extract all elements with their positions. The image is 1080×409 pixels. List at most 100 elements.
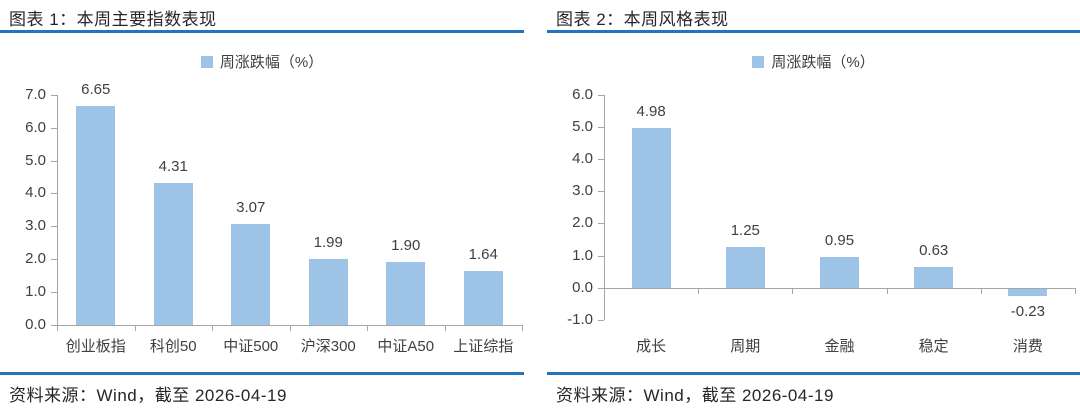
y-tick bbox=[51, 193, 57, 195]
y-tick-label: 2.0 bbox=[25, 250, 46, 267]
legend-swatch-icon bbox=[200, 55, 213, 68]
x-category-label: 稳定 bbox=[918, 338, 949, 355]
y-tick bbox=[51, 324, 57, 326]
figure-1-header: 图表 1：本周主要指数表现 bbox=[0, 0, 524, 33]
y-tick bbox=[598, 223, 604, 225]
y-tick bbox=[51, 127, 57, 129]
figure-1-panel: 图表 1：本周主要指数表现 周涨跌幅（%） 7.0 6.0 5.0 4.0 3.0 2.0… bbox=[0, 0, 524, 409]
x-tick bbox=[886, 287, 888, 294]
bar-value-label: 1.25 bbox=[730, 222, 760, 240]
bar bbox=[1008, 288, 1048, 296]
bar bbox=[820, 257, 859, 288]
y-tick-label: 0.0 bbox=[572, 278, 593, 296]
bar-value-label: 1.64 bbox=[468, 245, 498, 263]
bar-value-label: 6.65 bbox=[81, 81, 111, 99]
y-tick bbox=[598, 159, 604, 161]
y-tick-label: 0.0 bbox=[25, 315, 46, 333]
bar-value-label: 0.95 bbox=[824, 232, 855, 250]
y-tick-label: 6.0 bbox=[572, 86, 593, 103]
y-tick-label: 4.0 bbox=[25, 184, 46, 202]
y-tick bbox=[51, 226, 57, 228]
figure-2-header: 图表 2：本周风格表现 bbox=[547, 0, 1080, 33]
x-category-label: 成长 bbox=[636, 338, 667, 355]
bar bbox=[631, 127, 671, 288]
figure-2-source: 资料来源：Wind，截至 2026-04-19 bbox=[556, 386, 834, 405]
x-category-label: 科创50 bbox=[149, 338, 197, 355]
bar bbox=[386, 262, 426, 325]
y-tick bbox=[598, 287, 604, 289]
bar-value-label: 4.98 bbox=[636, 102, 666, 120]
x-tick bbox=[289, 324, 291, 331]
bar-value-label: 0.63 bbox=[919, 242, 949, 260]
x-tick bbox=[792, 287, 794, 294]
x-tick bbox=[134, 324, 136, 331]
figure-2-title: 图表 2：本周风格表现 bbox=[556, 10, 729, 29]
bar-value-label: 3.07 bbox=[236, 198, 266, 216]
y-tick-label: 3.0 bbox=[572, 182, 593, 200]
y-tick-label: 5.0 bbox=[572, 118, 593, 136]
x-tick bbox=[604, 287, 605, 294]
y-axis-line bbox=[604, 95, 605, 320]
figure-1-title: 图表 1：本周主要指数表现 bbox=[9, 10, 217, 29]
y-tick bbox=[598, 127, 604, 129]
y-tick bbox=[598, 191, 604, 193]
x-category-label: 周期 bbox=[730, 338, 761, 355]
x-tick bbox=[522, 324, 523, 331]
y-tick-label: 7.0 bbox=[25, 86, 46, 103]
x-tick bbox=[1075, 287, 1076, 294]
bar bbox=[153, 183, 193, 325]
x-category-label: 消费 bbox=[1012, 338, 1043, 355]
bar-value-label: 1.99 bbox=[313, 234, 343, 252]
y-tick-label: 2.0 bbox=[572, 214, 593, 232]
bar-value-label: 1.90 bbox=[391, 237, 421, 255]
figure-2-footer: 资料来源：Wind，截至 2026-04-19 bbox=[547, 372, 1080, 406]
y-tick-label: 1.0 bbox=[25, 282, 46, 300]
legend-swatch-icon bbox=[752, 55, 765, 68]
figure-1-footer: 资料来源：Wind，截至 2026-04-19 bbox=[0, 372, 524, 406]
x-category-label: 沪深300 bbox=[300, 338, 356, 355]
bar-value-label: -0.23 bbox=[1010, 302, 1045, 320]
x-category-label: 创业板指 bbox=[65, 338, 126, 355]
y-axis-line bbox=[57, 95, 58, 325]
y-tick bbox=[598, 255, 604, 257]
y-tick-label: 3.0 bbox=[25, 217, 46, 235]
bar-value-label: 4.31 bbox=[158, 158, 188, 176]
x-category-label: 上证综指 bbox=[453, 338, 514, 355]
y-tick-label: 1.0 bbox=[572, 246, 593, 264]
y-tick bbox=[51, 160, 57, 162]
y-tick bbox=[51, 259, 57, 260]
x-tick bbox=[212, 324, 213, 331]
x-category-label: 中证A50 bbox=[377, 338, 435, 355]
legend-label: 周涨跌幅（%） bbox=[771, 54, 875, 71]
bar bbox=[725, 247, 765, 288]
y-tick-label: 6.0 bbox=[25, 118, 46, 136]
x-axis-line bbox=[604, 287, 1075, 289]
y-tick bbox=[51, 95, 57, 96]
bar bbox=[231, 223, 271, 325]
legend-label: 周涨跌幅（%） bbox=[219, 54, 324, 71]
x-category-label: 金融 bbox=[824, 338, 855, 355]
x-tick bbox=[444, 324, 446, 331]
y-tick bbox=[598, 95, 604, 96]
bar-chart-style-performance: 周涨跌幅（%） 6.0 5.0 4.0 3.0 2.0 1.0 0.0 -1.0 4.98 成长 1… bbox=[547, 33, 1080, 365]
y-tick bbox=[598, 319, 604, 321]
y-tick-label: 4.0 bbox=[572, 150, 593, 168]
chart-1-legend: 周涨跌幅（%） bbox=[0, 51, 524, 72]
x-category-label: 中证500 bbox=[223, 338, 279, 355]
x-tick bbox=[367, 324, 368, 331]
bar bbox=[76, 106, 116, 325]
x-tick bbox=[980, 287, 982, 294]
chart-2-legend: 周涨跌幅（%） bbox=[547, 51, 1080, 72]
figure-2-panel: 图表 2：本周风格表现 周涨跌幅（%） 6.0 5.0 4.0 3.0 2.0 1.0 0.… bbox=[547, 0, 1080, 409]
bar bbox=[308, 259, 348, 325]
x-tick bbox=[698, 287, 700, 294]
y-tick bbox=[51, 291, 57, 293]
x-tick bbox=[57, 324, 58, 331]
y-tick-label: -1.0 bbox=[567, 310, 593, 328]
figure-1-source: 资料来源：Wind，截至 2026-04-19 bbox=[9, 386, 287, 405]
bar bbox=[914, 267, 954, 288]
y-tick-label: 5.0 bbox=[25, 151, 46, 169]
bar-chart-major-indices: 周涨跌幅（%） 7.0 6.0 5.0 4.0 3.0 2.0 1.0 0.0 6.65 创业板指… bbox=[0, 33, 524, 365]
bar bbox=[463, 270, 503, 325]
